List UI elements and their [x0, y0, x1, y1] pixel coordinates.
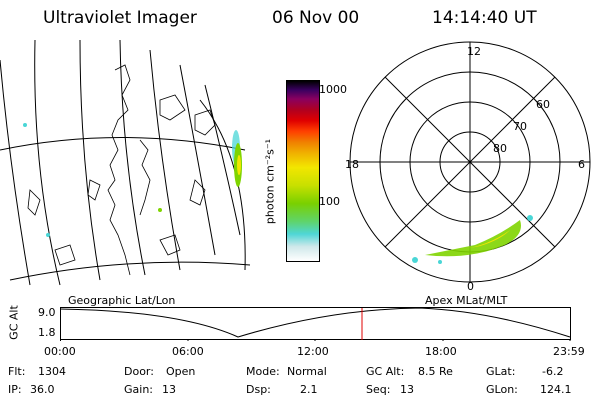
info-door-value: Open — [166, 365, 196, 378]
info-dsp-value: 2.1 — [300, 383, 318, 396]
mlat-label-80: 80 — [493, 142, 507, 155]
image-time: 14:14:40 UT — [432, 8, 537, 28]
mlt-label-6: 6 — [578, 158, 585, 171]
polar-plot — [349, 41, 591, 283]
info-gain-value: 13 — [162, 383, 176, 396]
mlt-label-18: 18 — [345, 158, 359, 171]
timeline-xtick-1200: 12:00 — [297, 345, 329, 358]
info-glat-label: GLat: — [486, 365, 516, 378]
instrument-title: Ultraviolet Imager — [43, 8, 197, 28]
left-caption: Geographic Lat/Lon — [68, 294, 176, 307]
timeline-xtick-2359: 23:59 — [553, 345, 585, 358]
mlt-label-0: 0 — [467, 280, 474, 293]
timeline-ytick-9: 9.0 — [38, 306, 56, 319]
info-ip-label: IP: — [8, 383, 22, 396]
mlat-label-70: 70 — [513, 120, 527, 133]
info-glon-label: GLon: — [486, 383, 518, 396]
info-flt-label: Flt: — [8, 365, 26, 378]
info-seq-value: 13 — [400, 383, 414, 396]
timeline-axis-label: GC Alt — [7, 305, 21, 340]
info-flt-value: 1304 — [38, 365, 66, 378]
info-gcalt-label: GC Alt: — [366, 365, 405, 378]
right-caption: Apex MLat/MLT — [425, 294, 508, 307]
colorbar — [286, 80, 320, 262]
colorbar-tick-100: 100 — [319, 195, 340, 208]
info-glat-value: -6.2 — [542, 365, 564, 378]
info-ip-value: 36.0 — [30, 383, 55, 396]
info-gain-label: Gain: — [124, 383, 153, 396]
mlt-label-12: 12 — [467, 45, 481, 58]
timeline-ytick-1-8: 1.8 — [38, 326, 56, 339]
mlat-label-60: 60 — [536, 98, 550, 111]
colorbar-unit-label: photon cm⁻²s⁻¹ — [263, 138, 277, 225]
timeline-xtick-0600: 06:00 — [172, 345, 204, 358]
timeline-xtick-1800: 18:00 — [425, 345, 457, 358]
info-dsp-label: Dsp: — [246, 383, 271, 396]
info-glon-value: 124.1 — [540, 383, 572, 396]
info-door-label: Door: — [124, 365, 154, 378]
info-gcalt-value: 8.5 Re — [418, 365, 453, 378]
info-mode-value: Normal — [287, 365, 327, 378]
info-seq-label: Seq: — [366, 383, 391, 396]
image-date: 06 Nov 00 — [272, 8, 360, 28]
colorbar-tick-1000: 1000 — [319, 83, 347, 96]
timeline-xtick-0000: 00:00 — [44, 345, 76, 358]
altitude-timeline — [60, 307, 571, 341]
geographic-map — [0, 40, 251, 286]
info-mode-label: Mode: — [246, 365, 280, 378]
